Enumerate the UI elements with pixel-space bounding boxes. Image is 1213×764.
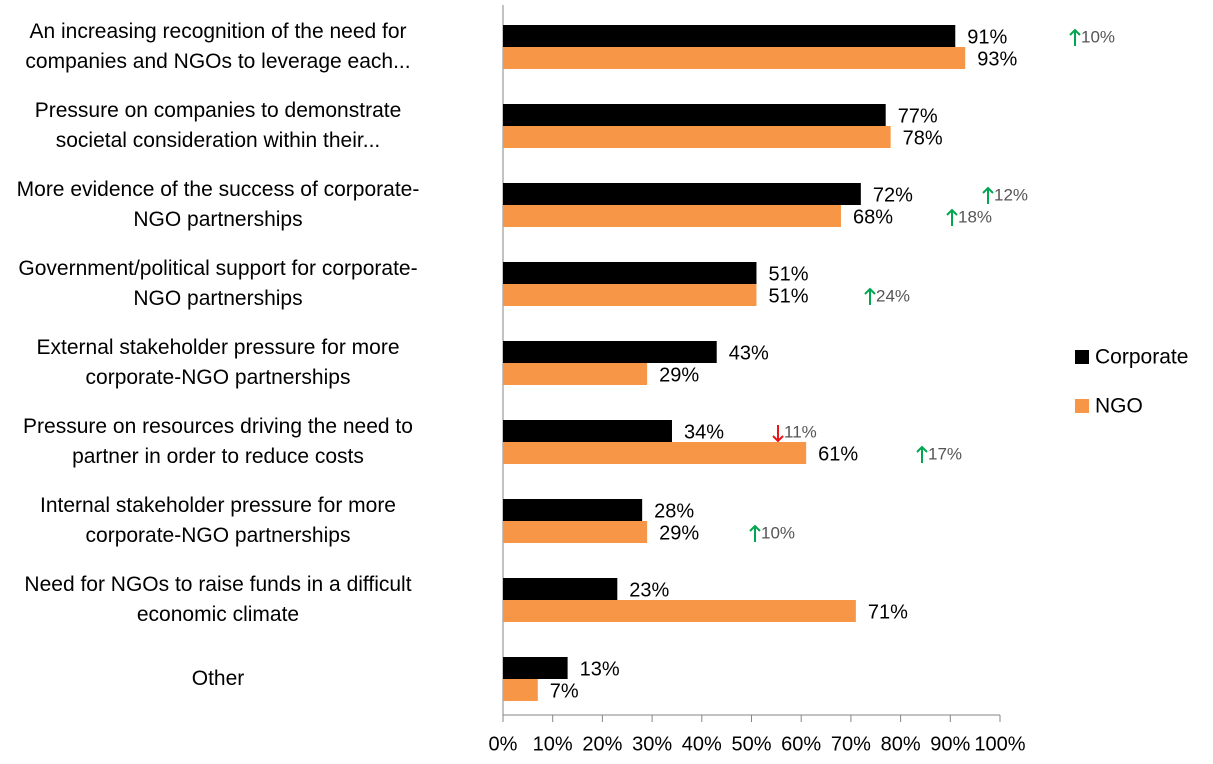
value-label: 71%	[868, 601, 908, 623]
bar	[503, 521, 648, 543]
category-label: Pressure on resources driving the need t…	[23, 415, 413, 468]
category-label: Pressure on companies to demonstrate soc…	[34, 99, 402, 152]
arrow-head	[1069, 28, 1081, 36]
change-label: 18%	[958, 207, 992, 226]
change-label: 10%	[1081, 27, 1115, 46]
value-label: 93%	[977, 48, 1017, 70]
bar	[503, 499, 643, 521]
x-tick-label: 10%	[533, 733, 573, 755]
value-label: 51%	[768, 263, 808, 285]
change-arrow	[982, 186, 994, 204]
legend-swatch	[1075, 350, 1089, 364]
bar	[503, 47, 966, 69]
value-label: 68%	[853, 206, 893, 228]
x-tick-label: 40%	[682, 733, 722, 755]
legend-swatch	[1075, 399, 1089, 413]
category-label: Need for NGOs to raise funds in a diffic…	[24, 573, 412, 626]
category-label: Other	[191, 667, 245, 690]
change-arrow	[772, 425, 784, 443]
bar	[503, 442, 807, 464]
value-label: 51%	[768, 285, 808, 307]
arrow-head	[772, 435, 784, 443]
change-label: 24%	[876, 286, 910, 305]
legend-label: NGO	[1095, 395, 1143, 418]
category-label: Internal stakeholder pressure for more c…	[39, 494, 396, 547]
value-label: 34%	[684, 421, 724, 443]
x-tick-label: 20%	[582, 733, 622, 755]
x-tick-label: 70%	[831, 733, 871, 755]
bar	[503, 578, 618, 600]
bar	[503, 679, 538, 701]
bar	[503, 363, 648, 385]
value-label: 29%	[659, 364, 699, 386]
value-label: 13%	[580, 658, 620, 680]
value-label: 43%	[729, 342, 769, 364]
value-label: 29%	[659, 522, 699, 544]
arrow-head	[946, 208, 958, 216]
value-label: 91%	[967, 26, 1007, 48]
value-label: 78%	[903, 127, 943, 149]
legend-label: Corporate	[1095, 346, 1188, 369]
bar	[503, 126, 891, 148]
arrow-head	[864, 287, 876, 295]
x-tick-label: 30%	[632, 733, 672, 755]
change-label: 12%	[994, 185, 1028, 204]
bar	[503, 205, 841, 227]
x-tick-label: 100%	[974, 733, 1025, 755]
arrow-head	[916, 445, 928, 453]
x-tick-label: 90%	[930, 733, 970, 755]
bar	[503, 657, 568, 679]
bar	[503, 600, 856, 622]
change-arrow	[916, 445, 928, 463]
bar	[503, 420, 672, 442]
x-tick-label: 60%	[781, 733, 821, 755]
value-label: 72%	[873, 184, 913, 206]
bar	[503, 284, 757, 306]
bar	[503, 262, 757, 284]
value-label: 77%	[898, 105, 938, 127]
change-arrow	[1069, 28, 1081, 46]
change-arrow	[946, 208, 958, 226]
category-label: External stakeholder pressure for more c…	[36, 336, 400, 389]
value-label: 28%	[654, 500, 694, 522]
x-tick-label: 80%	[881, 733, 921, 755]
change-label: 11%	[784, 422, 817, 441]
category-label: More evidence of the success of corporat…	[16, 178, 420, 231]
change-label: 17%	[928, 444, 962, 463]
category-label: Government/political support for corpora…	[18, 257, 418, 310]
value-label: 7%	[550, 680, 579, 702]
bar	[503, 341, 717, 363]
category-label: An increasing recognition of the need fo…	[25, 20, 411, 73]
x-tick-label: 0%	[489, 733, 518, 755]
change-label: 10%	[761, 523, 795, 542]
arrow-head	[749, 524, 761, 532]
bar	[503, 183, 861, 205]
change-arrow	[864, 287, 876, 305]
bar	[503, 104, 886, 126]
value-label: 23%	[629, 579, 669, 601]
x-tick-label: 50%	[731, 733, 771, 755]
change-arrow	[749, 524, 761, 542]
arrow-head	[982, 186, 994, 194]
value-label: 61%	[818, 443, 858, 465]
bar	[503, 25, 956, 47]
